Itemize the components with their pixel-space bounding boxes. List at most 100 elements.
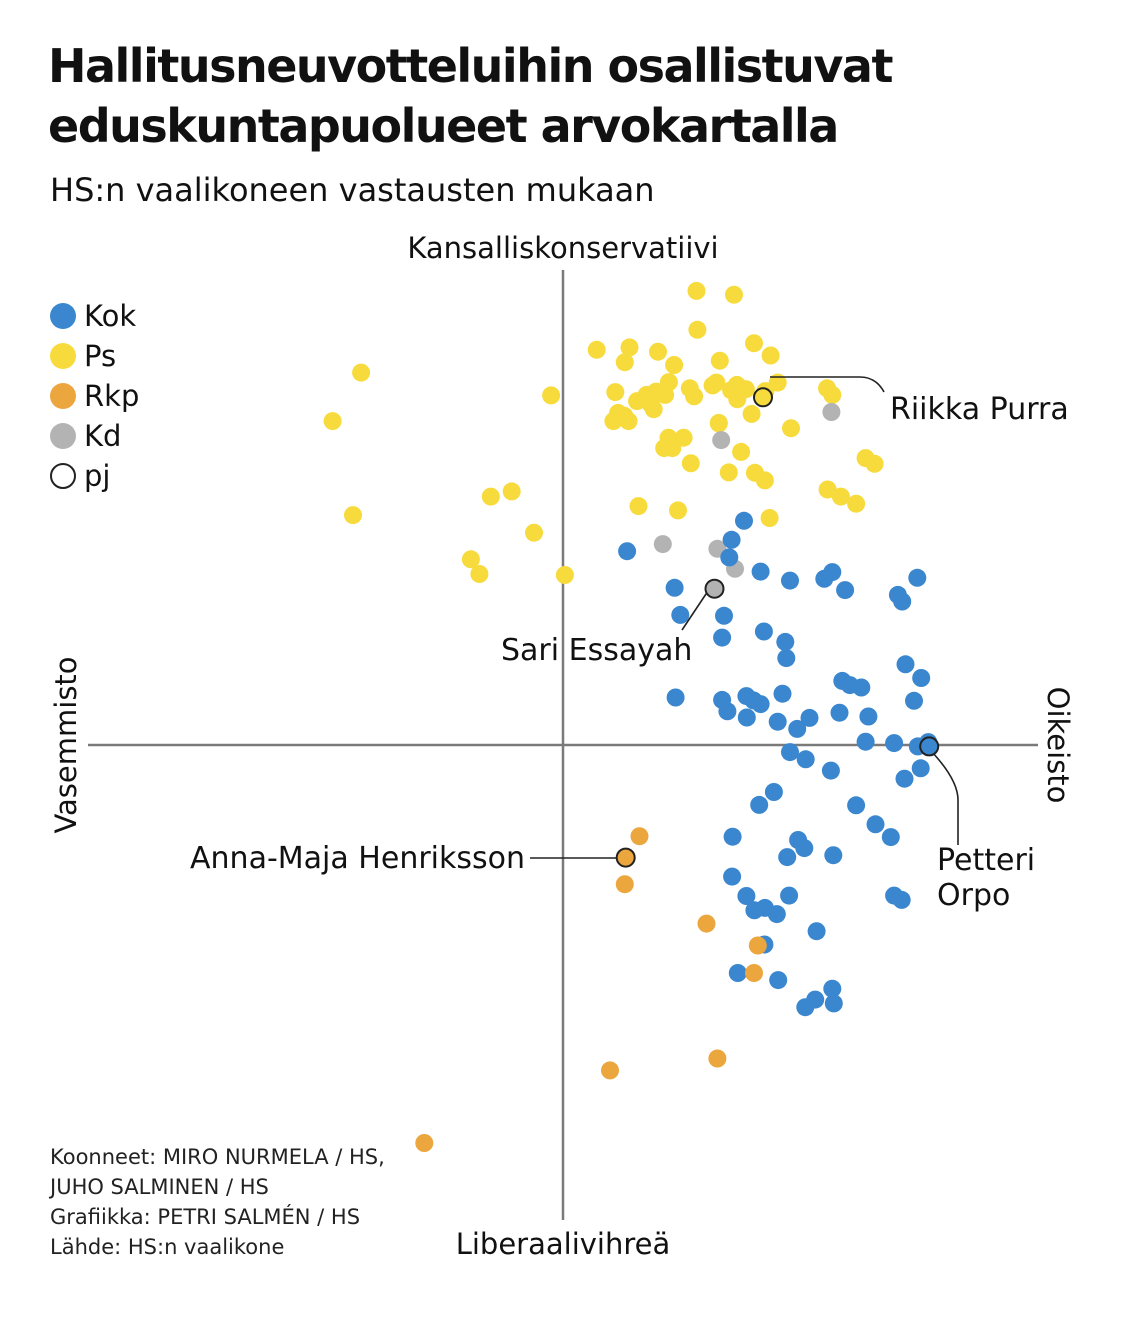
point-ps <box>728 390 747 409</box>
point-kok <box>720 548 739 567</box>
point-kok <box>856 732 875 751</box>
point-rkp <box>415 1134 434 1152</box>
point-ps <box>481 487 500 506</box>
legend: Kok Ps Rkp Kd pj <box>50 296 139 496</box>
point-ps <box>525 523 543 542</box>
point-kok <box>778 848 797 867</box>
point-kok <box>751 562 770 581</box>
point-ps <box>687 281 706 300</box>
point-kok <box>713 628 732 647</box>
point-ps <box>669 501 687 520</box>
point-ps <box>688 320 707 339</box>
axis-label-left: Vasemmisto <box>49 656 83 833</box>
point-ps <box>663 439 682 458</box>
point-ps <box>709 413 728 432</box>
point-ps <box>649 342 667 361</box>
point-ps <box>352 363 371 382</box>
point-kok <box>768 712 787 731</box>
point-kok <box>780 886 799 905</box>
credit-line: Lähde: HS:n vaalikone <box>50 1235 285 1259</box>
point-kok <box>723 827 742 846</box>
point-ps <box>847 494 866 513</box>
point-ps <box>745 334 763 353</box>
point-ps <box>818 480 837 499</box>
point-kok <box>852 678 871 697</box>
point-kok <box>821 761 840 780</box>
point-ps <box>606 383 625 402</box>
point-ps <box>685 387 704 406</box>
point-kok <box>776 632 795 651</box>
label-anna-maja-henriksson: Anna-Maja Henriksson <box>190 841 525 876</box>
legend-label-kok: Kok <box>84 299 137 333</box>
axis-label-top: Kansalliskonservatiivi <box>407 231 718 265</box>
axis-label-right: Oikeisto <box>1041 687 1075 804</box>
point-rkp <box>697 914 716 933</box>
point-ps <box>344 506 362 525</box>
point-kok <box>781 571 799 590</box>
axis-label-bottom: Liberaalivihreä <box>456 1227 671 1261</box>
point-ps <box>470 565 489 583</box>
point-rkp <box>615 875 634 894</box>
point-kok <box>751 695 770 714</box>
point-ps <box>823 385 842 404</box>
point-kok <box>737 708 756 727</box>
leader-petteri-orpo <box>931 751 959 845</box>
point-kok <box>795 839 814 858</box>
point-rkp <box>748 936 767 955</box>
chart-subtitle: HS:n vaalikoneen vastausten mukaan <box>50 171 655 209</box>
point-ps <box>732 442 751 461</box>
point-kok <box>830 703 849 722</box>
point-kd <box>712 431 731 450</box>
credit-line: Koonneet: MIRO NURMELA / HS, <box>50 1145 385 1169</box>
legend-item-kok: Kok <box>50 296 139 336</box>
point-kok <box>836 581 855 600</box>
point-kok <box>745 901 764 920</box>
point-kok <box>807 922 826 941</box>
point-kok <box>750 795 769 814</box>
point-pj-kd <box>704 578 725 599</box>
point-kok <box>715 606 733 625</box>
credit-line: JUHO SALMINEN / HS <box>50 1175 269 1199</box>
point-kok <box>823 979 842 998</box>
point-ps <box>665 356 684 374</box>
point-ps <box>725 285 743 304</box>
legend-swatch-kd <box>50 423 76 449</box>
leader-riikka-purra <box>770 376 885 393</box>
point-kok <box>728 964 747 982</box>
label-petteri-orpo-line1: Petteri <box>937 843 1035 878</box>
point-ps <box>323 412 342 431</box>
point-ps <box>865 454 884 473</box>
point-ps <box>620 338 639 357</box>
point-ps <box>636 388 655 407</box>
point-kd <box>653 535 672 554</box>
point-ps <box>681 454 700 473</box>
legend-label-rkp: Rkp <box>84 379 140 413</box>
point-ps <box>768 373 787 392</box>
point-kok <box>815 569 834 588</box>
point-kok <box>800 708 819 727</box>
point-kok <box>896 655 915 674</box>
point-kok <box>866 815 885 834</box>
point-kok <box>824 994 843 1013</box>
point-ps <box>755 471 774 490</box>
credits: Koonneet: MIRO NURMELA / HS, JUHO SALMIN… <box>50 1142 385 1262</box>
point-kok <box>895 769 914 788</box>
point-ps <box>615 406 634 425</box>
point-kok <box>764 783 783 801</box>
legend-label-ps: Ps <box>84 339 117 373</box>
point-kok <box>859 707 878 726</box>
point-pj-rkp <box>615 847 636 868</box>
point-pj-ps <box>753 387 773 408</box>
point-kok <box>722 530 741 549</box>
point-ps <box>542 386 561 405</box>
legend-item-rkp: Rkp <box>50 376 139 416</box>
point-ps <box>461 550 480 569</box>
legend-swatch-pj <box>50 463 76 489</box>
point-kok <box>781 743 799 762</box>
point-kok <box>767 905 786 924</box>
point-ps <box>555 566 574 584</box>
point-ps <box>615 353 634 372</box>
legend-swatch-kok <box>50 303 76 329</box>
point-rkp <box>745 964 763 982</box>
point-rkp <box>630 827 649 846</box>
